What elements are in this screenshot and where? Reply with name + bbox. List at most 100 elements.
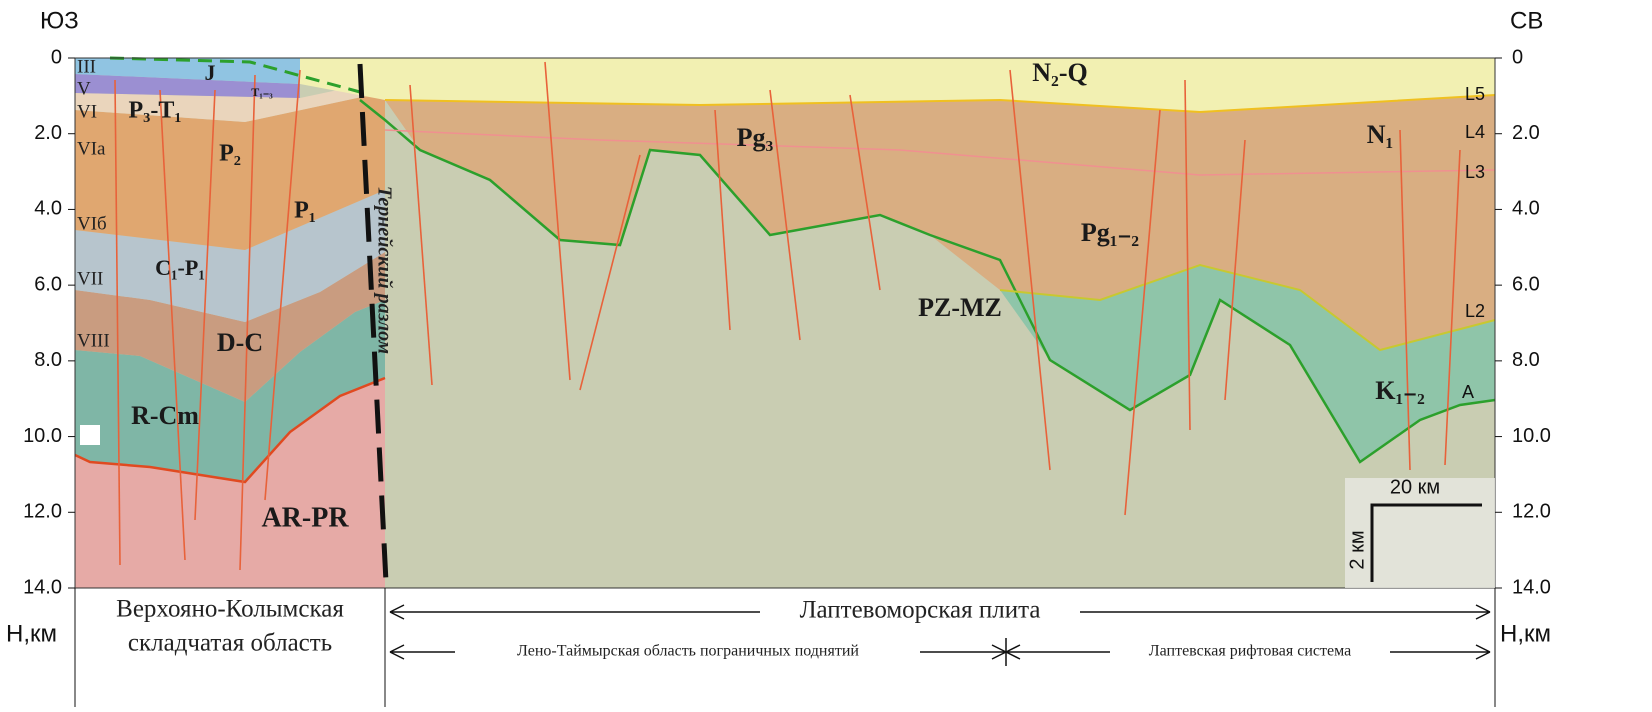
layer-p3-t1 [75, 80, 385, 122]
complex-label: V [77, 78, 91, 99]
region-sub-left: Лено-Таймырская область пограничных подн… [517, 643, 859, 660]
plate-arrow [389, 604, 1491, 620]
formation-label: K₁₋₂ [1375, 376, 1425, 405]
layer-r-cm [75, 300, 385, 482]
horizon-label: L2 [1465, 301, 1485, 321]
y-tick-label: 2.0 [34, 122, 62, 144]
y-tick-label: 12.0 [1512, 501, 1551, 523]
section-frame [74, 57, 1496, 589]
fault [579, 154, 641, 391]
region-plate: Лаптевоморская плита [800, 597, 1041, 624]
layer-d-c [75, 252, 385, 402]
horizon-l5 [384, 94, 1496, 114]
horizon-l3 [384, 129, 1496, 176]
y-tick-label: 14.0 [23, 576, 62, 598]
fault [159, 89, 186, 561]
y-tick-label: 0 [51, 46, 62, 68]
formation-label: T₁₋₃ [251, 85, 273, 99]
terney-fault [357, 63, 389, 583]
direction-left: ЮЗ [40, 7, 79, 34]
scale-horizontal: 20 км [1390, 476, 1440, 498]
horizon-base [74, 376, 386, 484]
horizon-label: L5 [1465, 84, 1485, 104]
marker-square [80, 425, 100, 445]
complex-label: III [77, 56, 96, 77]
layer-v [75, 74, 300, 98]
formation-label: R-Cm [131, 401, 199, 430]
formation-label: C₁-P₁ [155, 255, 205, 280]
y-tick-label: 6.0 [34, 273, 62, 295]
fault [1224, 139, 1246, 401]
direction-right: СВ [1510, 7, 1543, 34]
y-tick-label: 10.0 [1512, 425, 1551, 447]
fault [544, 61, 571, 381]
region-left: Верхояно-Колымская [116, 596, 344, 623]
complex-label: VIб [77, 213, 107, 234]
layer-j [75, 58, 300, 84]
formation-label: P₃-T₁ [128, 98, 181, 124]
fault [409, 84, 433, 386]
fault-label: Тернейский разлом [373, 186, 395, 355]
complex-label: VIII [77, 330, 110, 351]
scale-box [1345, 478, 1495, 588]
fault [1124, 109, 1161, 516]
fault [1444, 149, 1461, 466]
horizon-l2 [999, 263, 1496, 352]
fault [114, 79, 121, 566]
formation-label: PZ-MZ [918, 293, 1002, 322]
y-tick-label: 4.0 [1512, 198, 1540, 220]
horizon-label: A [1462, 382, 1474, 402]
formation-label: N₁ [1367, 120, 1394, 149]
fault [769, 89, 801, 341]
complex-label: VII [77, 268, 103, 289]
layer-pg [385, 95, 1495, 350]
subregion-arrows [389, 638, 1491, 666]
complex-label: VI [77, 101, 97, 122]
fault [1399, 129, 1411, 471]
formation-label: Pg₁₋₂ [1081, 218, 1139, 247]
layer-k [1000, 265, 1495, 462]
horizon-pz-mz [359, 99, 1496, 464]
y-tick-label: 2.0 [1512, 122, 1540, 144]
fault [714, 109, 731, 331]
region-left: складчатая область [128, 630, 332, 657]
formation-label: Pg₃ [737, 123, 774, 152]
fault [849, 94, 881, 291]
formation-label: N₂-Q [1032, 58, 1087, 87]
complex-label: VIa [77, 138, 106, 159]
y-tick-label: 4.0 [34, 198, 62, 220]
y-tick-label: 8.0 [1512, 349, 1540, 371]
y-tick-label: 12.0 [23, 501, 62, 523]
y-tick-label: 0 [1512, 46, 1523, 68]
y-tick-label: 14.0 [1512, 576, 1551, 598]
layer-ar-pr [75, 378, 385, 588]
horizon-label: L3 [1465, 162, 1485, 182]
formation-label: AR-PR [261, 502, 349, 533]
formation-label: P₁ [294, 198, 316, 224]
fault [239, 74, 256, 571]
unit-right: Н,км [1500, 620, 1551, 647]
fault [194, 89, 216, 521]
y-tick-label: 8.0 [34, 349, 62, 371]
unit-left: Н,км [6, 620, 57, 647]
layer-c-p [75, 190, 385, 322]
scale-bar [1370, 503, 1482, 582]
y-tick-label: 10.0 [23, 425, 62, 447]
horizon-top-dashed [109, 56, 361, 94]
layer-p [75, 92, 385, 250]
formation-label: P₂ [219, 141, 241, 167]
layer-n2q-n1 [300, 58, 1495, 112]
fault [1009, 69, 1051, 471]
y-tick-label: 6.0 [1512, 273, 1540, 295]
fault [1184, 79, 1191, 431]
faults [114, 61, 1461, 571]
formation-label: J [205, 60, 216, 85]
fault [264, 69, 301, 501]
formation-label: D-C [217, 328, 263, 357]
horizon-label: L4 [1465, 122, 1485, 142]
region-sub-right: Лаптевская рифтовая система [1149, 643, 1351, 660]
scale-vertical: 2 км [1346, 530, 1368, 569]
